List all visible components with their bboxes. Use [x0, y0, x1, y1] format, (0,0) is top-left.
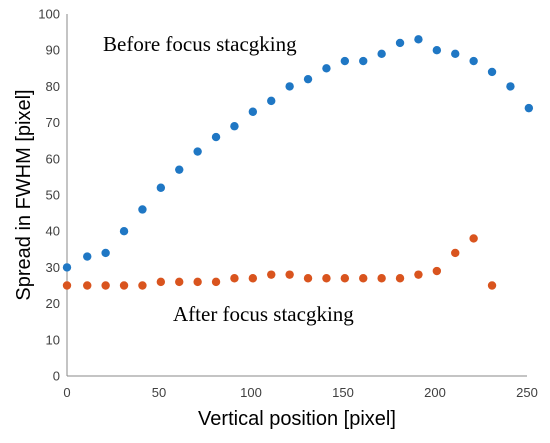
data-point-series-2: [101, 281, 110, 290]
y-tick-label: 80: [46, 79, 60, 94]
x-tick-label: 150: [332, 385, 354, 400]
data-point-series-2: [340, 274, 350, 283]
x-tick-label: 100: [240, 385, 262, 400]
annotation-after: After focus stacgking: [173, 302, 354, 326]
axes: [66, 14, 527, 377]
y-tick-label: 60: [46, 151, 60, 166]
data-point-series-2: [156, 277, 166, 287]
data-point-series-1: [101, 248, 110, 258]
data-point-series-1: [119, 227, 129, 236]
data-point-series-1: [524, 103, 534, 113]
data-point-series-1: [156, 183, 166, 192]
y-tick-label: 40: [46, 224, 60, 239]
data-point-series-2: [432, 266, 442, 276]
data-point-series-1: [230, 122, 239, 131]
y-tick-label: 0: [53, 369, 60, 384]
data-point-series-2: [119, 281, 129, 290]
data-point-series-2: [62, 281, 72, 290]
data-point-series-1: [62, 263, 72, 272]
data-point-series-2: [230, 274, 239, 283]
data-point-series-1: [414, 35, 423, 44]
data-point-series-1: [303, 74, 313, 84]
data-point-series-1: [267, 96, 276, 106]
data-point-series-1: [469, 56, 478, 66]
data-point-series-2: [211, 277, 221, 287]
data-point-series-2: [469, 234, 478, 243]
data-point-series-1: [175, 165, 184, 174]
y-tick-label: 30: [46, 260, 60, 275]
data-point-series-2: [267, 270, 276, 279]
x-tick-label: 50: [152, 385, 166, 400]
data-point-series-1: [487, 67, 497, 77]
data-point-series-1: [432, 46, 442, 55]
y-tick-label: 10: [46, 332, 60, 347]
data-point-series-2: [451, 248, 460, 258]
data-point-series-1: [506, 82, 515, 91]
data-point-series-2: [487, 281, 497, 290]
y-tick-label: 50: [46, 188, 60, 203]
data-point-series-2: [359, 274, 368, 283]
x-tick-labels: 0 50 100 150 200 250: [63, 385, 537, 400]
data-point-series-1: [359, 56, 368, 66]
y-tick-label: 20: [46, 296, 60, 311]
y-tick-label: 70: [46, 115, 60, 130]
data-point-series-1: [138, 205, 147, 214]
y-tick-label: 90: [46, 43, 60, 58]
data-point-series-2: [377, 274, 386, 283]
data-point-series-1: [340, 56, 350, 66]
annotation-before: Before focus stacgking: [103, 32, 297, 56]
data-point-series-2: [138, 281, 147, 290]
x-axis-title: Vertical position [pixel]: [198, 408, 396, 430]
x-tick-label: 0: [63, 385, 70, 400]
data-point-series-2: [395, 274, 405, 283]
data-point-series-2: [322, 274, 331, 283]
y-tick-labels: 0 10 20 30 40 50 60 70 80 90 100: [38, 7, 60, 384]
data-point-series-2: [414, 270, 423, 279]
data-point-series-1: [395, 38, 405, 48]
data-point-series-1: [248, 107, 258, 116]
y-tick-label: 100: [38, 7, 60, 22]
data-point-series-1: [285, 82, 294, 91]
data-point-series-2: [285, 270, 294, 279]
x-tick-label: 250: [516, 385, 538, 400]
data-point-series-1: [211, 132, 221, 142]
data-point-series-1: [322, 64, 331, 73]
y-axis-title: Spread in FWHM [pixel]: [13, 89, 35, 300]
data-point-series-1: [193, 147, 202, 156]
data-point-series-2: [175, 277, 184, 287]
data-point-series-2: [248, 274, 258, 283]
data-point-series-2: [83, 281, 92, 290]
data-point-series-2: [193, 277, 202, 287]
data-point-series-1: [83, 252, 92, 261]
data-point-series-2: [303, 274, 313, 283]
x-tick-label: 200: [424, 385, 446, 400]
data-point-series-1: [377, 49, 386, 59]
data-point-series-1: [451, 49, 460, 59]
data-points: [62, 35, 534, 290]
